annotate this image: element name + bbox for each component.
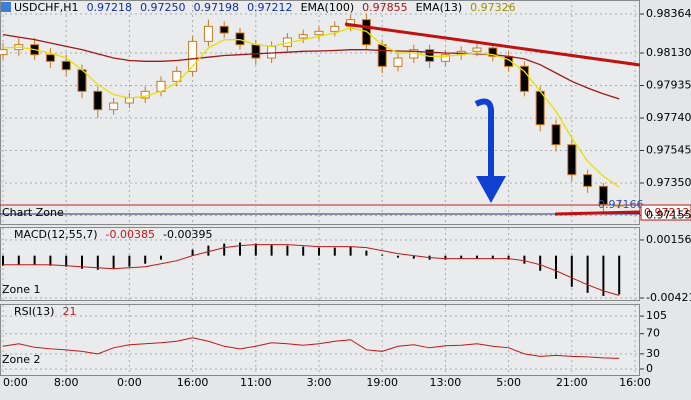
y-tick-label: 0.97935 bbox=[646, 79, 691, 92]
candle-body bbox=[188, 40, 198, 72]
candle-body bbox=[583, 174, 593, 187]
candle-body bbox=[440, 54, 450, 62]
candle-body bbox=[472, 47, 482, 52]
price-label: 0.97212 bbox=[644, 206, 690, 219]
candle-body bbox=[93, 90, 103, 111]
candle-body bbox=[235, 32, 245, 46]
y-tick-label: 0.98364 bbox=[646, 7, 691, 20]
signal-line bbox=[3, 244, 620, 296]
header-text: 0.97855 bbox=[362, 1, 408, 14]
x-tick-label: 3:00 bbox=[307, 376, 332, 389]
y-tick-label: 0.97545 bbox=[646, 144, 691, 157]
arrow bbox=[474, 98, 495, 180]
candle-body bbox=[298, 34, 308, 39]
x-tick-label: 0:00 bbox=[117, 376, 142, 389]
header-text: RSI(13) bbox=[14, 305, 54, 318]
header-text: 0.97250 bbox=[140, 1, 186, 14]
header-text: 0.97198 bbox=[194, 1, 240, 14]
candle-body bbox=[598, 185, 608, 206]
candle-body bbox=[330, 25, 340, 32]
candle-body bbox=[393, 57, 403, 67]
trend-line bbox=[344, 22, 641, 67]
candle-body bbox=[203, 25, 213, 42]
ema-line bbox=[2, 27, 620, 188]
header-text: EMA(13) bbox=[416, 1, 463, 14]
header-text: 0.97212 bbox=[247, 1, 293, 14]
ema-line bbox=[2, 34, 620, 100]
header-text: -0.00385 bbox=[106, 228, 155, 241]
candle-body bbox=[377, 44, 387, 67]
header-text: MACD(12,55,7) bbox=[14, 228, 98, 241]
candle-body bbox=[251, 44, 261, 59]
icon bbox=[1, 2, 11, 12]
zone-label: Zone 2 bbox=[2, 353, 41, 366]
candle-body bbox=[551, 124, 561, 146]
candle-body bbox=[519, 65, 529, 92]
x-tick-label: 0:00 bbox=[3, 376, 28, 389]
candle-body bbox=[124, 97, 134, 104]
header-text: EMA(100) bbox=[301, 1, 355, 14]
candle-body bbox=[61, 60, 71, 71]
candle-body bbox=[267, 45, 277, 59]
candle-body bbox=[219, 25, 229, 34]
candle-body bbox=[535, 90, 545, 126]
y-tick-label: 105 bbox=[646, 309, 667, 322]
header-text: 0.97218 bbox=[87, 1, 133, 14]
rsi-panel bbox=[0, 304, 640, 376]
candle-body bbox=[172, 70, 182, 82]
candle-body bbox=[45, 54, 55, 62]
y-tick-label: 70 bbox=[646, 327, 660, 340]
y-tick-label: 0.97740 bbox=[646, 111, 691, 124]
y-tick-label: 0.00156 bbox=[646, 233, 691, 246]
y-tick-label: 0.97350 bbox=[646, 176, 691, 189]
y-tick-label: 30 bbox=[646, 347, 660, 360]
candle-body bbox=[488, 47, 498, 57]
y-tick-label: 0.98130 bbox=[646, 46, 691, 59]
header-text: USDCHF,H1 bbox=[14, 1, 79, 14]
x-tick-label: 8:00 bbox=[54, 376, 79, 389]
candle-body bbox=[0, 49, 8, 56]
header-text: 21 bbox=[62, 305, 76, 318]
y-tick-label: -0.00421 bbox=[646, 291, 691, 304]
trend-line bbox=[554, 210, 641, 216]
x-tick-label: 21:00 bbox=[556, 376, 588, 389]
x-tick-label: 16:00 bbox=[177, 376, 209, 389]
candle-body bbox=[109, 102, 119, 111]
marks bbox=[0, 0, 644, 375]
header-text: -0.00395 bbox=[163, 228, 212, 241]
y-tick-label: 0.97155 bbox=[646, 209, 691, 222]
arrow-head bbox=[476, 176, 506, 203]
header-text: 0.97326 bbox=[470, 1, 516, 14]
annotation: 0.97166 bbox=[598, 198, 644, 211]
x-tick-label: 5:00 bbox=[496, 376, 521, 389]
rsi-line bbox=[2, 337, 620, 359]
x-tick-label: 16:00 bbox=[619, 376, 651, 389]
candle-body bbox=[567, 144, 577, 176]
candle-body bbox=[614, 204, 624, 207]
y-tick-label: 0 bbox=[646, 362, 653, 375]
zone-label: Chart Zone bbox=[2, 206, 64, 219]
candle-body bbox=[314, 30, 324, 36]
x-tick-label: 11:00 bbox=[240, 376, 272, 389]
x-tick-label: 19:00 bbox=[366, 376, 398, 389]
price-box bbox=[640, 204, 691, 221]
zone-label: Zone 1 bbox=[2, 283, 41, 296]
x-tick-label: 13:00 bbox=[430, 376, 462, 389]
main-panel bbox=[0, 0, 640, 225]
